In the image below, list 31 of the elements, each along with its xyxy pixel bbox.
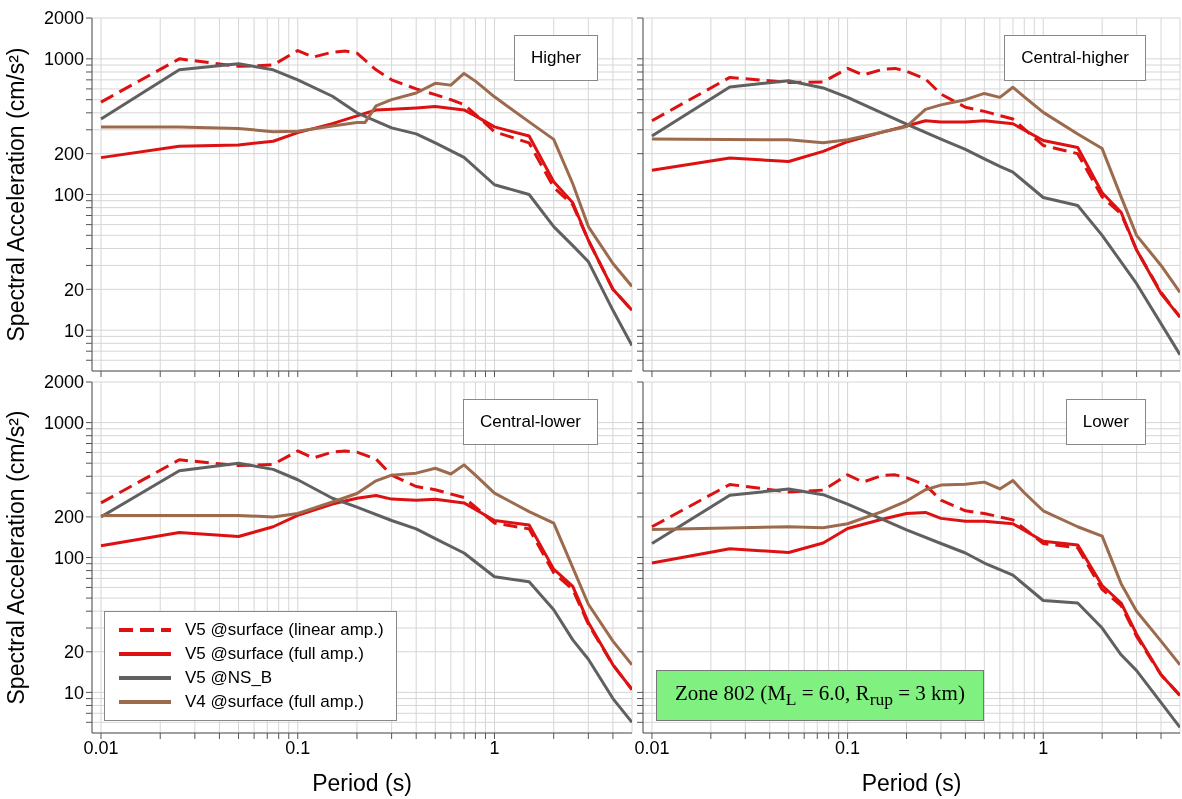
y-axis-title: Spectral Acceleration (cm/s²) (3, 47, 29, 342)
y-tick-label: 2000 (43, 8, 84, 29)
y-tick-label: 10 (63, 320, 84, 341)
x-tick-label: 0.1 (285, 737, 311, 758)
y-tick-label: 10 (63, 682, 84, 703)
legend-label: V5 @surface (full amp.) (185, 644, 364, 664)
annotation: Higher (513, 35, 598, 81)
y-tick-label: 2000 (43, 372, 84, 393)
x-tick-label: 0.01 (83, 737, 119, 758)
y-tick-label: 20 (63, 642, 84, 663)
y-tick-label: 200 (53, 507, 84, 528)
legend-label: V5 @NS_B (185, 668, 273, 688)
x-tick-label: 0.1 (835, 737, 861, 758)
x-axis-title: Period (s) (861, 770, 962, 796)
y-tick-label: 20 (63, 279, 84, 300)
y-tick-label: 200 (53, 144, 84, 165)
x-axis-title: Period (s) (312, 770, 412, 796)
x-tick-label: 1 (1038, 737, 1049, 758)
x-tick-label: 1 (489, 737, 500, 758)
annotation: Zone 802 (M$_{L}$ = 6.0, R$_{rup}$ = 3 km) (656, 669, 984, 721)
legend-label: V5 @surface (linear amp.) (185, 620, 384, 640)
y-tick-label: 1000 (43, 413, 84, 433)
y-tick-label: 100 (53, 547, 84, 568)
annotation: Central-lower (462, 399, 598, 445)
annotation: Central-higher (1004, 35, 1146, 81)
y-tick-label: 1000 (43, 49, 84, 70)
x-tick-label: 0.01 (634, 737, 670, 758)
annotation: Lower (1065, 399, 1146, 445)
legend-label: V4 @surface (full amp.) (185, 692, 364, 712)
y-tick-label: 100 (53, 184, 84, 205)
y-axis-title: Spectral Acceleration (cm/s²) (3, 410, 29, 705)
